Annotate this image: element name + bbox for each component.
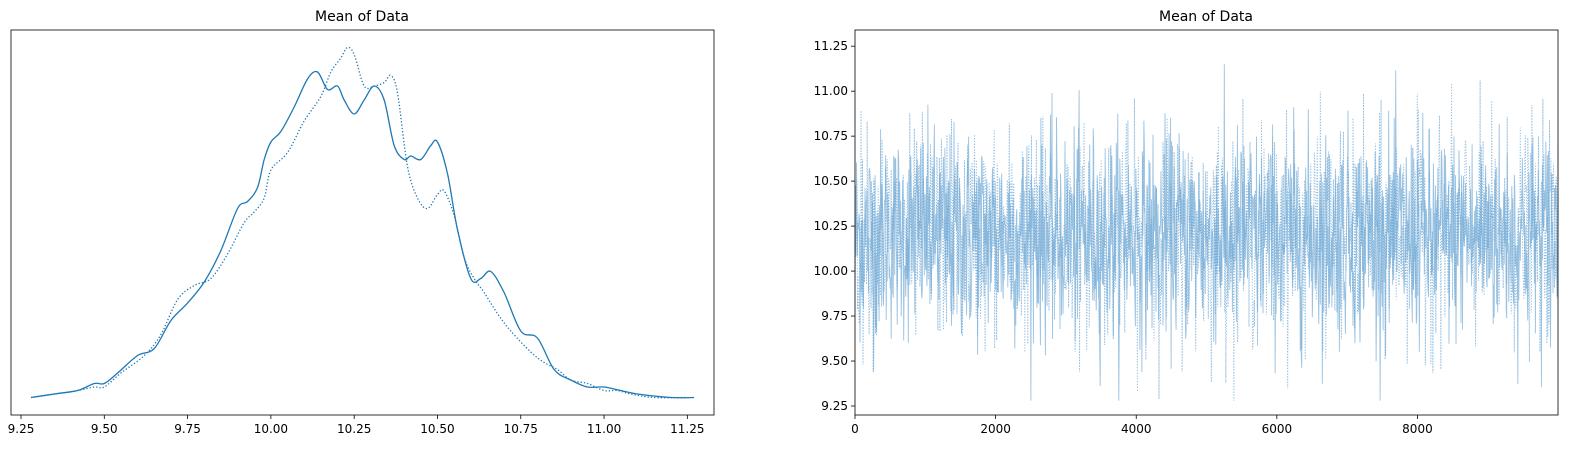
trace-line-dotted: [854, 80, 1559, 401]
x-tick-label: 9.25: [8, 422, 35, 436]
x-tick-label: 0: [851, 422, 859, 436]
density-axes-frame: [10, 29, 715, 416]
x-tick-label: 8000: [1402, 422, 1433, 436]
trace-title: Mean of Data: [1159, 9, 1253, 25]
x-tick-label: 9.75: [174, 422, 201, 436]
x-tick-label: 10.50: [420, 422, 454, 436]
y-tick-label: 10.00: [814, 264, 848, 278]
x-tick-label: 10.25: [337, 422, 371, 436]
trace-y-ticks: 9.25 9.50 9.75 10.00 10.25 10.50 10.75 11.00 11.…: [814, 39, 855, 413]
density-panel: Mean of Data 9.25 9.50 9.75 10.00 10.25 10.50…: [8, 9, 715, 436]
x-tick-label: 10.00: [254, 422, 288, 436]
density-lines: [30, 46, 695, 399]
density-x-ticks: 9.25 9.50 9.75 10.00 10.25 10.50 10.75 11.00 11.…: [8, 415, 705, 436]
y-tick-label: 10.50: [814, 174, 848, 188]
density-title: Mean of Data: [315, 9, 409, 25]
y-tick-label: 10.25: [814, 219, 848, 233]
y-tick-label: 11.25: [814, 39, 848, 53]
trace-lines: [854, 64, 1559, 401]
density-line-solid: [30, 70, 695, 399]
x-tick-label: 4000: [1121, 422, 1152, 436]
y-tick-label: 9.25: [821, 399, 848, 413]
trace-panel: Mean of Data 0 2000 4000 6000 8000 9.259.509…: [814, 9, 1559, 436]
density-line-dotted: [30, 46, 688, 399]
y-tick-label: 9.75: [821, 309, 848, 323]
x-tick-label: 10.75: [504, 422, 538, 436]
x-tick-label: 6000: [1262, 422, 1293, 436]
x-tick-label: 11.00: [587, 422, 621, 436]
trace-axes-frame: [854, 29, 1559, 416]
x-tick-label: 9.50: [91, 422, 118, 436]
x-tick-label: 2000: [980, 422, 1011, 436]
y-tick-label: 10.75: [814, 129, 848, 143]
x-tick-label: 11.25: [670, 422, 704, 436]
trace-x-ticks: 0 2000 4000 6000 8000: [851, 415, 1433, 436]
y-tick-label: 9.50: [821, 354, 848, 368]
y-tick-label: 11.00: [814, 84, 848, 98]
